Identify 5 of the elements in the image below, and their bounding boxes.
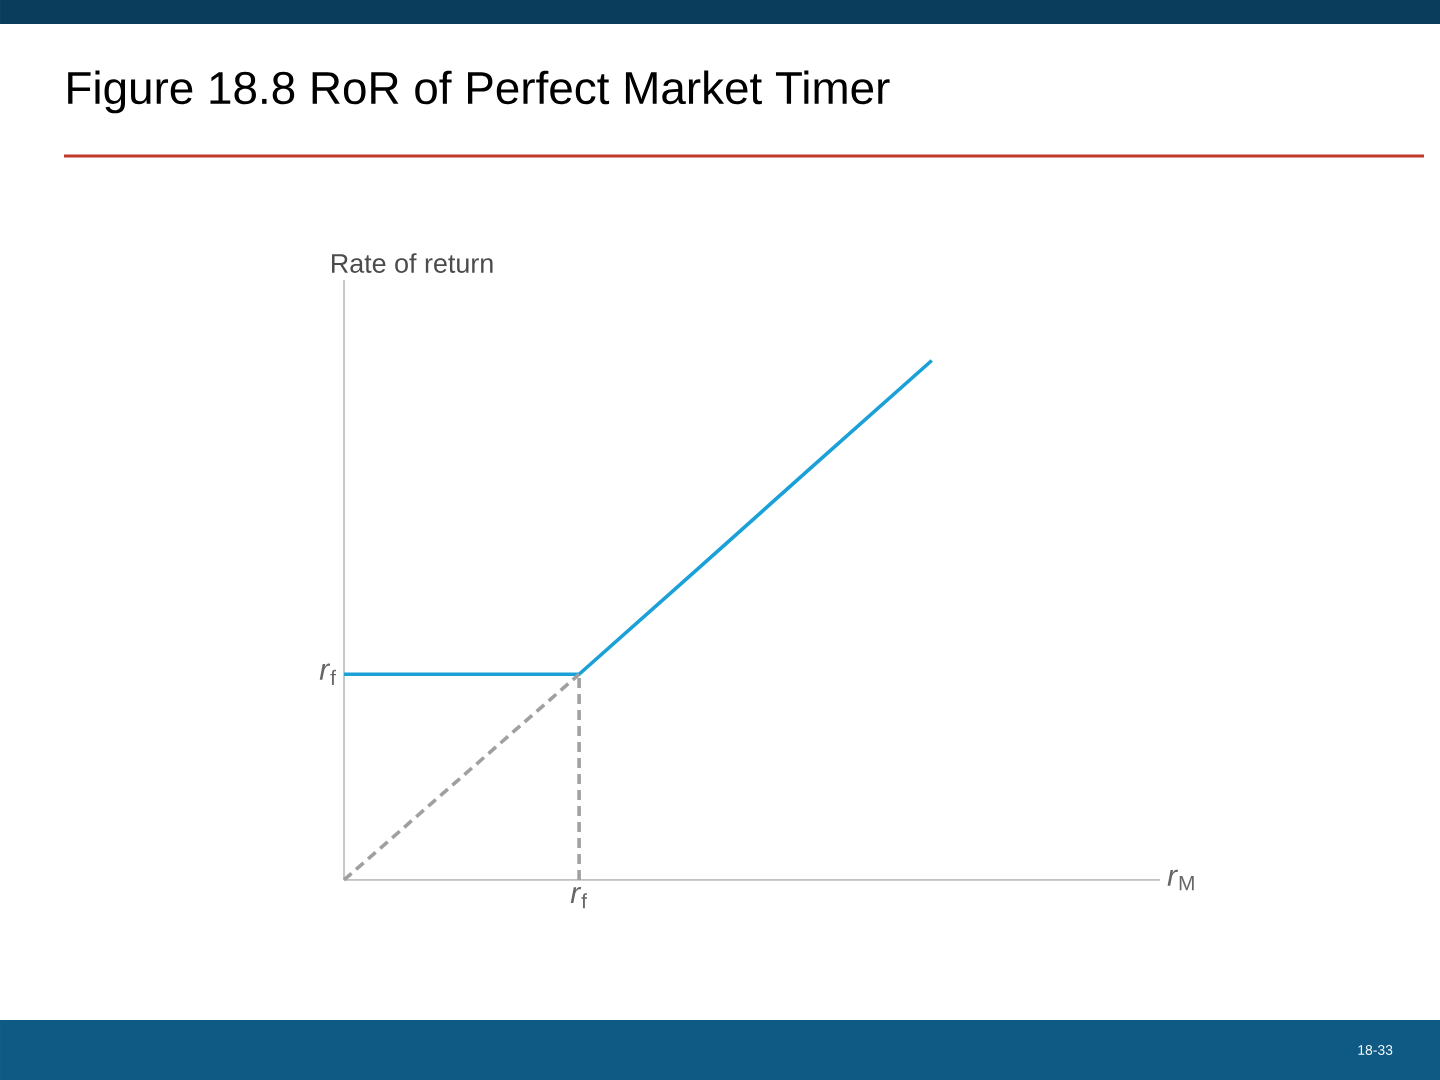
text: r$_{f}$	[319, 663, 337, 685]
chart-title: Figure 18.8 RoR of Perfect Market Timer	[68, 70, 890, 114]
x-axis-title: r$_{M}$	[1167, 869, 1194, 891]
text: r$_{f}$	[570, 887, 588, 909]
y-axis-title: Rate of return	[332, 253, 493, 273]
